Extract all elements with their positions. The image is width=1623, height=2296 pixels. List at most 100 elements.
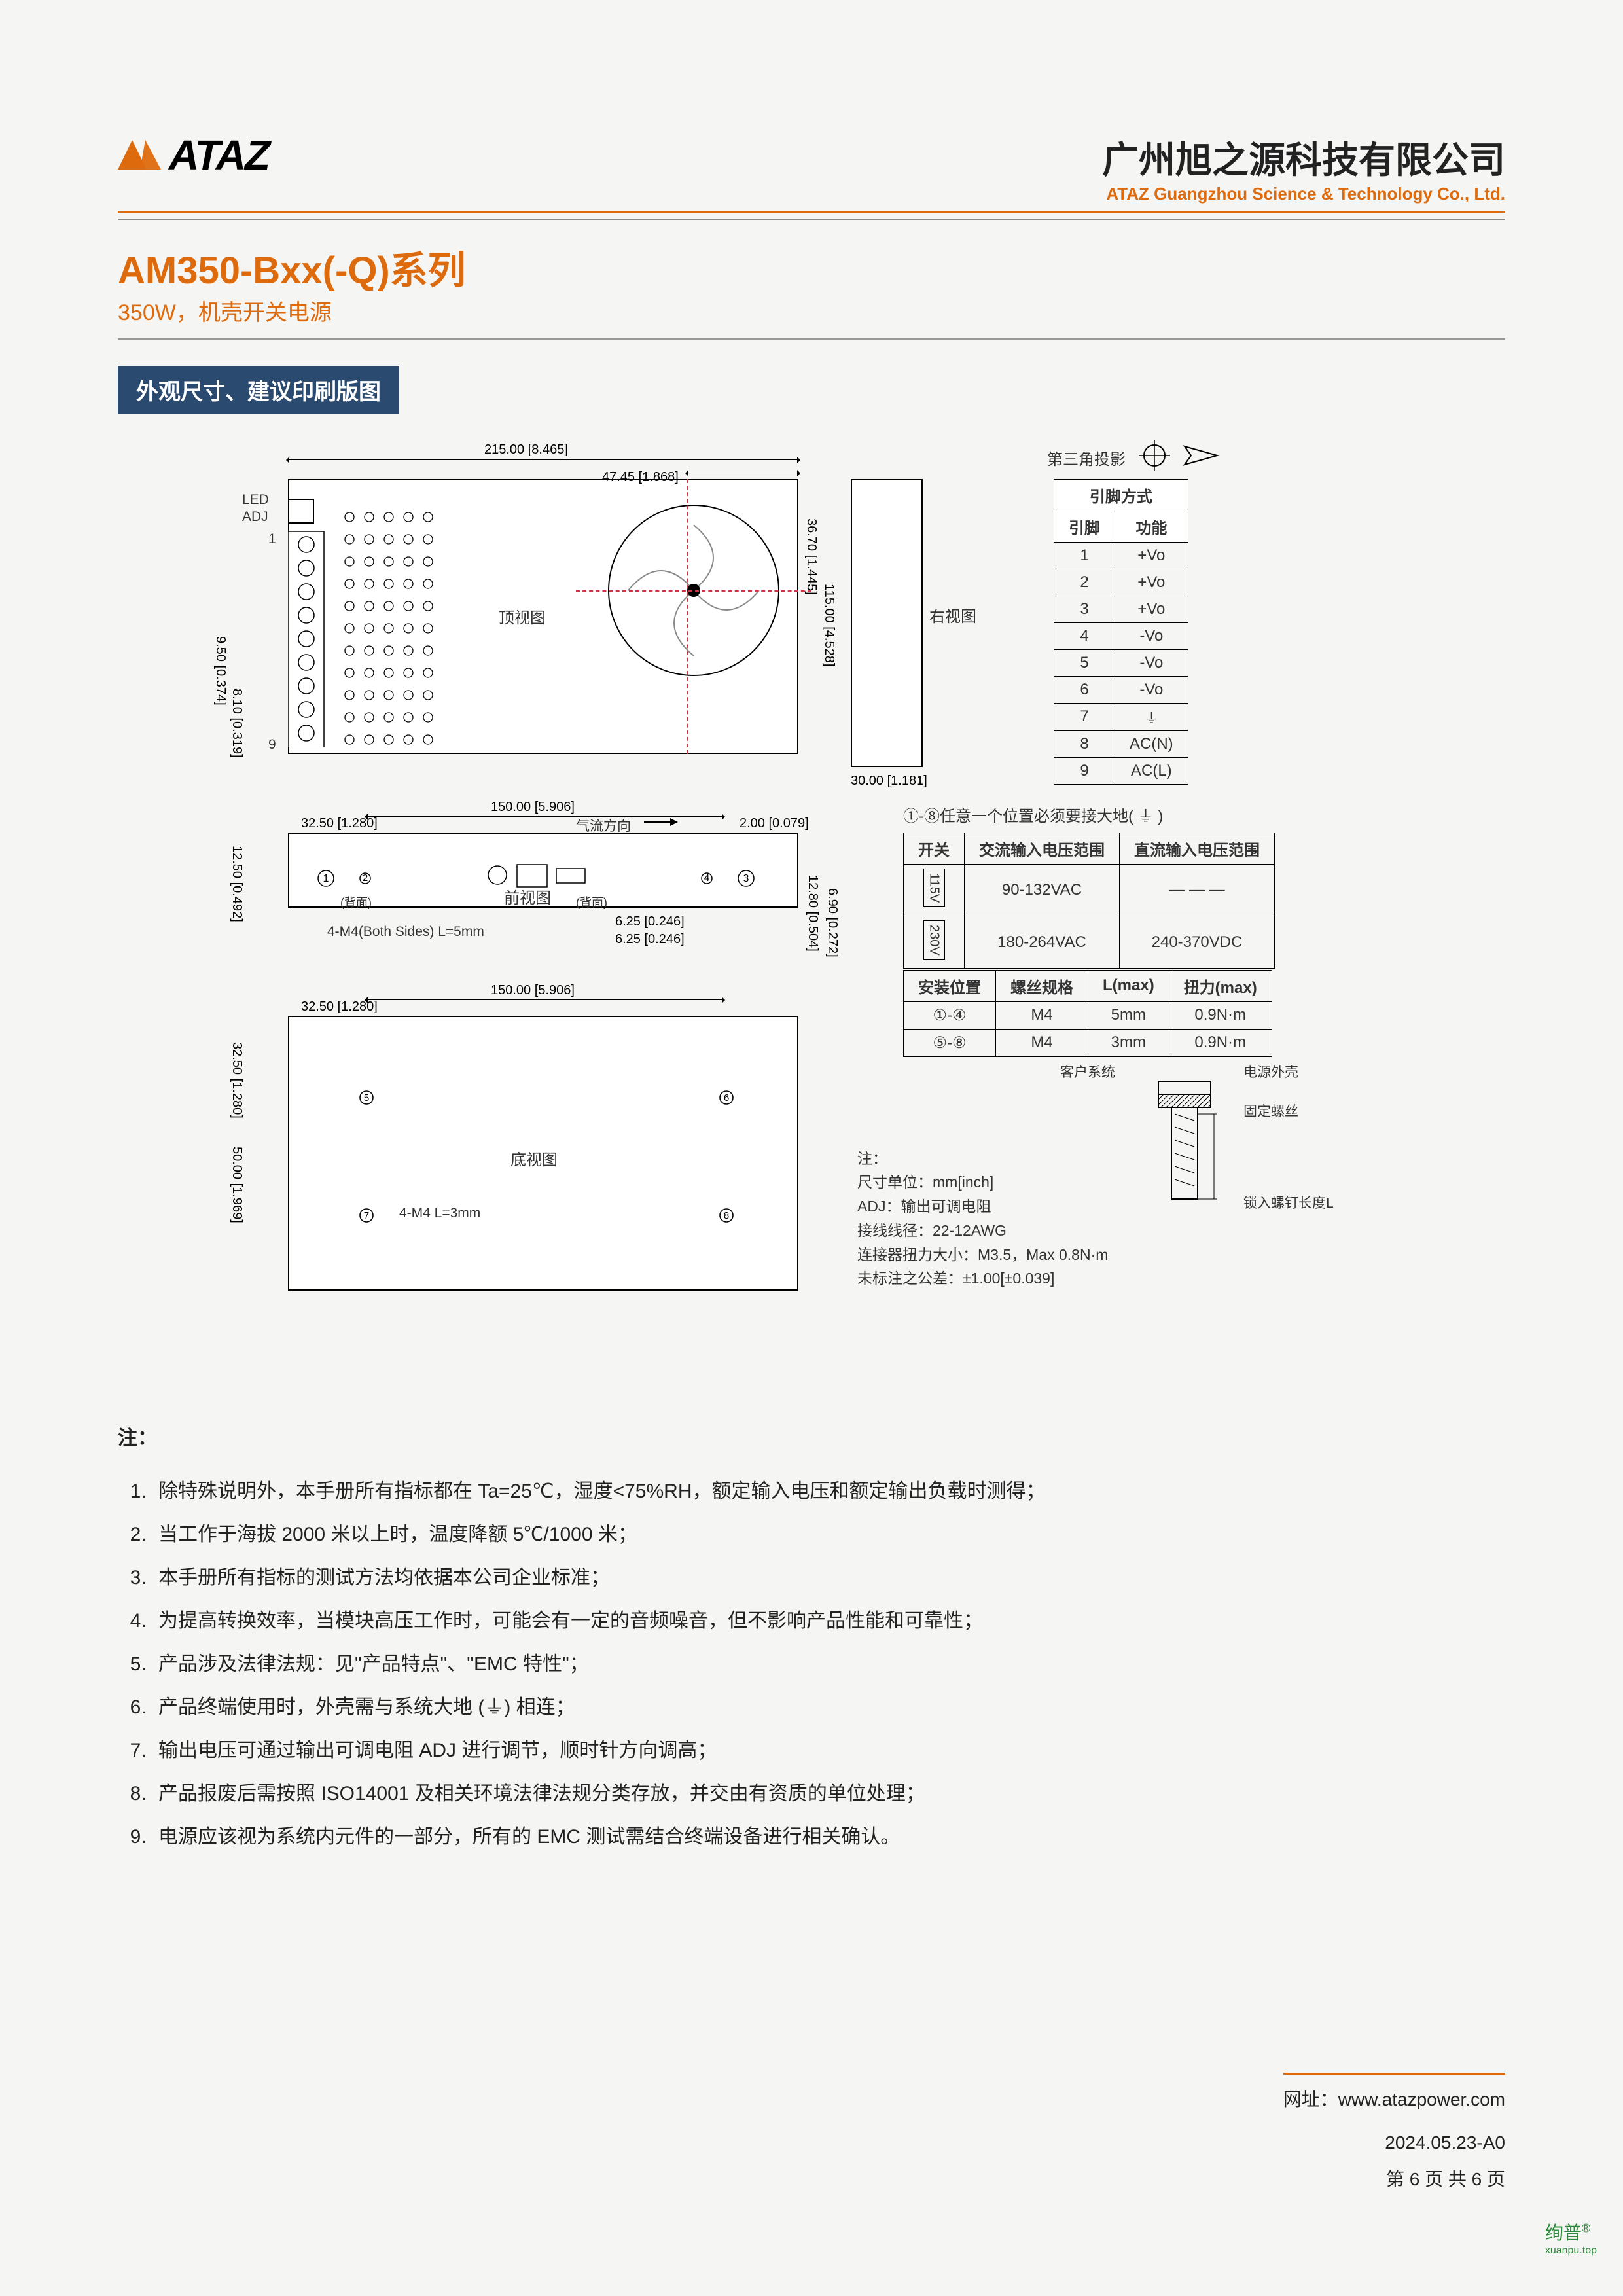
list-item: 除特殊说明外，本手册所有指标都在 Ta=25℃，湿度<75%RH，额定输入电压和… [152, 1470, 1505, 1513]
list-item: 电源应该视为系统内元件的一部分，所有的 EMC 测试需结合终端设备进行相关确认。 [152, 1816, 1505, 1859]
dim-notes-l2: ADJ：输出可调电阻 [857, 1194, 1211, 1219]
table-row: 2+Vo [1054, 569, 1188, 596]
dim-2: 2.00 [0.079] [740, 816, 809, 831]
pin-table-title: 引脚方式 [1054, 479, 1188, 511]
sw-h1: 开关 [904, 833, 965, 864]
list-item: 产品终端使用时，外壳需与系统大地 (⏚) 相连； [152, 1686, 1505, 1729]
dim-6-9: 6.90 [0.272] [825, 888, 840, 958]
product-title: AM350-Bxx(-Q)系列 [118, 240, 1505, 295]
pin-table: 引脚方式 引脚功能 1+Vo 2+Vo 3+Vo 4-Vo 5-Vo 6-Vo … [1054, 479, 1188, 785]
screw-l4: 锁入螺钉长度L [1243, 1193, 1334, 1212]
table-row: 9AC(L) [1054, 757, 1188, 784]
svg-text:2: 2 [363, 872, 368, 884]
table-row: 230V 180-264VAC 240-370VDC [904, 916, 1275, 969]
projection-label: 第三角投影 [1047, 446, 1126, 469]
dim-32-5a: 32.50 [1.280] [301, 816, 378, 831]
dim-notes-l4: 连接器扭力大小：M3.5，Max 0.8N·m [857, 1243, 1211, 1267]
watermark: 绚普® xuanpu.top [1545, 2219, 1597, 2257]
front-slots-right-icon: 4 3 [694, 859, 772, 898]
svg-text:3: 3 [743, 873, 749, 884]
airflow-label: 气流方向 [576, 816, 631, 835]
inst-h4: 扭力(max) [1169, 970, 1272, 1001]
front-slots-icon: 1 2 [314, 859, 445, 898]
screw-l3: 固定螺丝 [1243, 1101, 1298, 1121]
dim-notes-h: 注： [857, 1147, 1211, 1171]
adj-label: ADJ [242, 509, 268, 525]
dim-150a: 150.00 [5.906] [491, 800, 575, 815]
dim-150b: 150.00 [5.906] [491, 983, 575, 998]
pin-col2: 功能 [1115, 511, 1188, 542]
sw-h3: 直流输入电压范围 [1120, 833, 1275, 864]
switch-table: 开关 交流输入电压范围 直流输入电压范围 115V 90-132VAC — — … [903, 833, 1275, 969]
terminal-block [288, 531, 327, 751]
screw-l2: 电源外壳 [1243, 1062, 1298, 1081]
earth-note: ①-⑧任意一个位置必须要接大地( ⏚ ) [903, 803, 1163, 826]
dim-notes-l1: 尺寸单位：mm[inch] [857, 1170, 1211, 1194]
dim-line-215 [288, 459, 798, 460]
inst-h2: 螺丝规格 [996, 970, 1088, 1001]
dim-215: 215.00 [8.465] [484, 442, 568, 457]
section-heading: 外观尺寸、建议印刷版图 [118, 366, 399, 414]
back-note-1: (背面) [340, 893, 372, 910]
footer-date: 2024.05.23-A0 [1283, 2125, 1505, 2161]
right-view-label: 右视图 [929, 603, 976, 626]
list-item: 为提高转换效率，当模块高压工作时，可能会有一定的音频噪音，但不影响产品性能和可靠… [152, 1600, 1505, 1643]
screw-l1: 客户系统 [1060, 1062, 1115, 1081]
list-item: 当工作于海拔 2000 米以上时，温度降额 5℃/1000 米； [152, 1513, 1505, 1556]
page-footer: 网址：www.atazpower.com 2024.05.23-A0 第 6 页… [1283, 2073, 1505, 2198]
table-row: 8AC(N) [1054, 730, 1188, 757]
dim-30: 30.00 [1.181] [851, 774, 927, 789]
notes-list: 除特殊说明外，本手册所有指标都在 Ta=25℃，湿度<75%RH，额定输入电压和… [118, 1470, 1505, 1859]
table-row: 7⏚ [1054, 703, 1188, 730]
dim-6-25a: 6.25 [0.246] [615, 914, 685, 929]
logo-icon [118, 135, 164, 175]
footer-page: 第 6 页 共 6 页 [1283, 2161, 1505, 2198]
dim-50: 50.00 [1.969] [229, 1147, 244, 1223]
svg-text:8: 8 [724, 1210, 729, 1221]
mechanical-diagram: 顶视图 [118, 440, 1505, 1408]
list-item: 本手册所有指标的测试方法均依据本公司企业标准； [152, 1556, 1505, 1600]
table-row: 5-Vo [1054, 649, 1188, 676]
dim-32-5c: 32.50 [1.280] [229, 1042, 244, 1119]
top-view-label: 顶视图 [499, 605, 546, 628]
dim-9-5: 9.50 [0.374] [213, 636, 228, 706]
logo-text: ATAZ [169, 131, 269, 179]
dim-12-5: 12.50 [0.492] [229, 846, 244, 922]
m4-3mm-label: 4-M4 L=3mm [399, 1206, 480, 1221]
vent-grid [340, 505, 438, 747]
front-modules-icon [484, 855, 602, 895]
list-item: 产品涉及法律法规：见"产品特点"、"EMC 特性"； [152, 1643, 1505, 1686]
table-row: 3+Vo [1054, 596, 1188, 622]
dim-notes: 注： 尺寸单位：mm[inch] ADJ：输出可调电阻 接线线径：22-12AW… [857, 1147, 1211, 1291]
svg-text:4: 4 [704, 872, 709, 884]
dim-8-1: 8.10 [0.319] [229, 689, 244, 758]
back-note-2: (背面) [576, 893, 607, 910]
dim-notes-l5: 未标注之公差：±1.00[±0.039] [857, 1266, 1211, 1291]
dim-36: 36.70 [1.445] [804, 518, 819, 595]
dim-47: 47.45 [1.868] [602, 470, 679, 485]
sw-h2: 交流输入电压范围 [965, 833, 1120, 864]
pin1-label: 1 [268, 531, 276, 547]
svg-text:1: 1 [323, 873, 329, 884]
notes-heading: 注： [118, 1422, 1505, 1450]
m4-both-label: 4-M4(Both Sides) L=5mm [327, 924, 484, 940]
svg-text:5: 5 [364, 1092, 369, 1103]
table-row: ⑤-⑧M4 3mm0.9N·m [904, 1029, 1272, 1056]
led-label: LED [242, 492, 269, 508]
page-header: ATAZ 广州旭之源科技有限公司 ATAZ Guangzhou Science … [118, 131, 1505, 204]
table-row: 1+Vo [1054, 542, 1188, 569]
svg-text:7: 7 [364, 1210, 369, 1221]
table-row: 6-Vo [1054, 676, 1188, 703]
company-cn: 广州旭之源科技有限公司 [1102, 131, 1505, 184]
dim-line-150a [366, 816, 723, 817]
list-item: 产品报废后需按照 ISO14001 及相关环境法律法规分类存放，并交由有资质的单… [152, 1772, 1505, 1816]
header-grey-rule [118, 219, 1505, 220]
company-block: 广州旭之源科技有限公司 ATAZ Guangzhou Science & Tec… [1102, 131, 1505, 204]
logo: ATAZ [118, 131, 269, 179]
svg-text:6: 6 [724, 1092, 729, 1103]
title-rule [118, 338, 1505, 340]
header-orange-rule [118, 211, 1505, 213]
install-table: 安装位置 螺丝规格 L(max) 扭力(max) ①-④M4 5mm0.9N·m… [903, 970, 1272, 1057]
dim-115: 115.00 [4.528] [821, 584, 836, 666]
list-item: 输出电压可通过输出可调电阻 ADJ 进行调节，顺时针方向调高； [152, 1729, 1505, 1772]
